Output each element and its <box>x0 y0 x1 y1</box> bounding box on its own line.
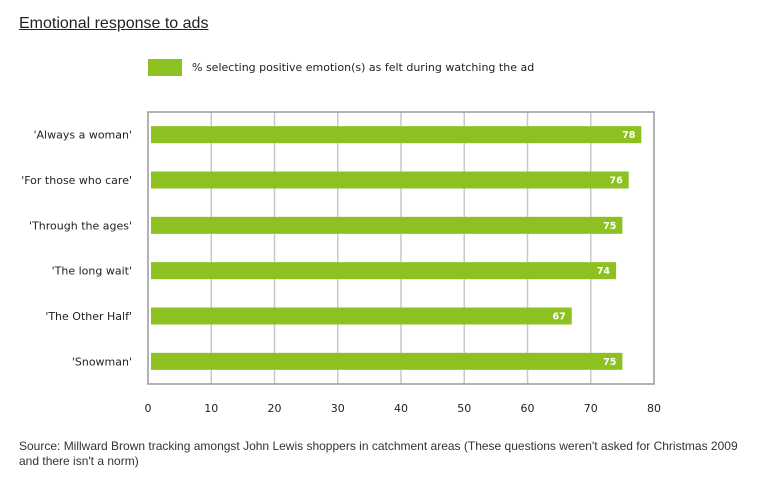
category-label: 'The long wait' <box>52 265 132 278</box>
category-label: 'The Other Half' <box>45 310 132 323</box>
bars: 78 76 75 74 67 75 <box>151 126 642 370</box>
legend-swatch <box>148 59 182 76</box>
x-tick-label: 20 <box>268 402 282 415</box>
x-tick-label: 40 <box>394 402 408 415</box>
bar-value-label: 75 <box>603 357 616 368</box>
bar-value-label: 76 <box>609 176 623 187</box>
bar <box>151 352 623 370</box>
grid-lines <box>210 112 592 384</box>
category-label: 'Snowman' <box>72 355 132 368</box>
bar <box>151 216 623 234</box>
category-label: 'For those who care' <box>21 174 132 187</box>
bar-value-label: 78 <box>622 130 636 141</box>
bar-value-label: 75 <box>603 221 616 232</box>
bar-value-label: 74 <box>597 266 611 277</box>
source-note: Source: Millward Brown tracking amongst … <box>19 439 738 468</box>
legend-label: % selecting positive emotion(s) as felt … <box>192 61 535 74</box>
x-tick-label: 30 <box>331 402 345 415</box>
category-label: 'Through the ages' <box>29 219 132 232</box>
x-tick-label: 10 <box>204 402 218 415</box>
chart-title: Emotional response to ads <box>19 15 209 32</box>
bar <box>151 171 629 189</box>
x-tick-label: 60 <box>521 402 535 415</box>
bar-value-label: 67 <box>553 312 566 323</box>
x-tick-label: 80 <box>647 402 661 415</box>
category-label: 'Always a woman' <box>34 129 133 142</box>
x-tick-label: 50 <box>457 402 471 415</box>
x-tick-label: 0 <box>145 402 152 415</box>
legend: % selecting positive emotion(s) as felt … <box>148 59 534 76</box>
category-labels: 'Always a woman' 'For those who care' 'Thr… <box>21 129 132 369</box>
bar <box>151 307 572 325</box>
bar <box>151 126 642 144</box>
x-tick-label: 70 <box>584 402 598 415</box>
bar-chart: 78 76 75 74 67 75 'Always a woman' 'For those … <box>21 111 662 415</box>
x-tick-labels: 0 10 20 30 40 50 60 70 80 <box>145 402 662 415</box>
plot-frame <box>147 111 655 385</box>
bar <box>151 262 617 280</box>
